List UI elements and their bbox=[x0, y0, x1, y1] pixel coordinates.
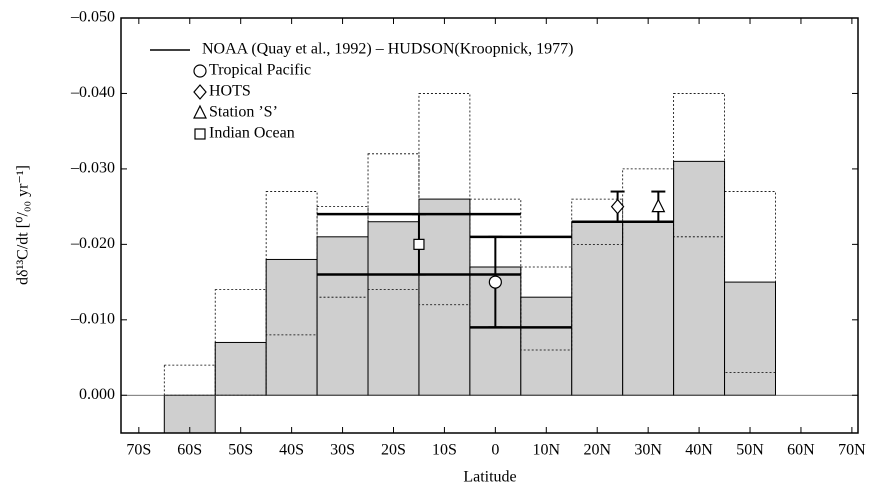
bar bbox=[520, 296, 573, 396]
legend-label: Indian Ocean bbox=[209, 125, 295, 142]
envelope bbox=[520, 266, 573, 351]
bar bbox=[367, 221, 420, 396]
x-tick-label: 10N bbox=[533, 442, 561, 459]
envelope bbox=[622, 168, 675, 223]
bar bbox=[622, 221, 675, 396]
x-tick-label: 30N bbox=[634, 442, 662, 459]
legend-label: Tropical Pacific bbox=[209, 62, 311, 79]
bar bbox=[163, 394, 216, 434]
legend-label: HOTS bbox=[209, 83, 251, 100]
envelope bbox=[673, 93, 725, 238]
y-tick-label: 0.000 bbox=[79, 386, 115, 403]
envelope bbox=[163, 364, 216, 396]
envelope bbox=[265, 191, 318, 336]
legend-label: Station ’S’ bbox=[209, 104, 278, 121]
legend-marker bbox=[193, 64, 207, 78]
x-tick-label: 60N bbox=[787, 442, 815, 459]
bar bbox=[316, 236, 369, 396]
envelope bbox=[367, 153, 420, 291]
x-tick-label: 40N bbox=[685, 442, 713, 459]
point bbox=[610, 198, 625, 215]
y-axis-label: dδ¹³C/dt [⁰/₀₀ yr⁻¹] bbox=[15, 165, 32, 285]
legend-marker bbox=[193, 104, 207, 119]
x-tick-label: 60S bbox=[177, 442, 202, 459]
envelope bbox=[724, 191, 776, 374]
bar bbox=[265, 258, 318, 396]
x-tick-label: 0 bbox=[491, 442, 499, 459]
x-tick-label: 10S bbox=[432, 442, 457, 459]
y-tick-label: –0.020 bbox=[70, 235, 115, 252]
point bbox=[651, 198, 666, 213]
bar bbox=[724, 281, 776, 396]
x-tick-label: 70N bbox=[838, 442, 866, 459]
legend-label: NOAA (Quay et al., 1992) – HUDSON(Kroopn… bbox=[202, 41, 574, 58]
x-tick-label: 20S bbox=[381, 442, 406, 459]
legend-marker bbox=[193, 84, 207, 100]
plot-frame bbox=[120, 17, 859, 434]
y-tick-label: –0.040 bbox=[70, 84, 115, 101]
bar bbox=[673, 160, 726, 396]
y-tick-label: –0.050 bbox=[70, 9, 115, 26]
point bbox=[413, 238, 425, 250]
y-tick-label: –0.030 bbox=[70, 160, 115, 177]
x-axis-label: Latitude bbox=[463, 469, 516, 486]
x-tick-label: 50S bbox=[228, 442, 253, 459]
x-tick-label: 40S bbox=[279, 442, 304, 459]
x-tick-label: 70S bbox=[126, 442, 151, 459]
bar bbox=[214, 341, 267, 396]
envelope bbox=[316, 206, 369, 298]
bar bbox=[571, 221, 624, 396]
point bbox=[488, 275, 502, 289]
y-tick-label: –0.010 bbox=[70, 310, 115, 327]
bar bbox=[418, 198, 471, 396]
x-tick-label: 50N bbox=[736, 442, 764, 459]
x-tick-label: 20N bbox=[583, 442, 611, 459]
x-tick-label: 30S bbox=[330, 442, 355, 459]
legend-marker bbox=[194, 128, 206, 140]
envelope bbox=[214, 289, 267, 396]
